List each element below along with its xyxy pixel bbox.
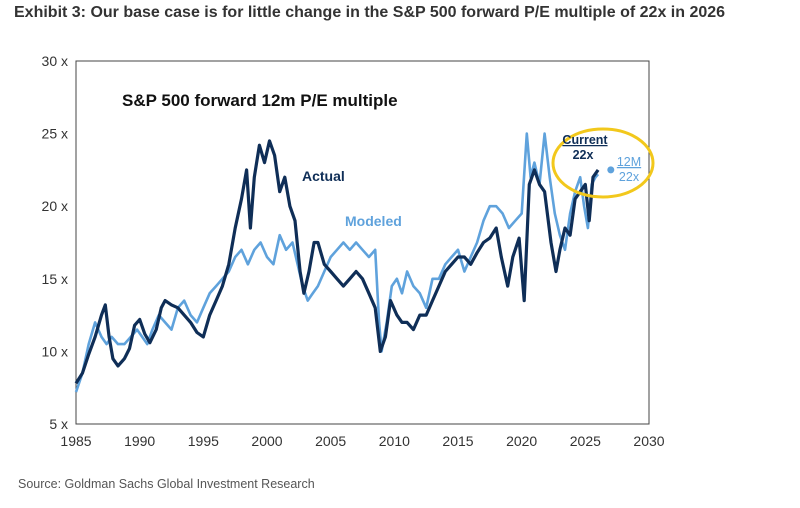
x-tick-label: 2010 (379, 433, 410, 449)
forecast-label: 12M (617, 155, 641, 169)
x-tick-label: 2020 (506, 433, 537, 449)
x-tick-label: 2030 (633, 433, 664, 449)
series-lines (74, 132, 600, 393)
y-tick-label: 5 x (49, 416, 68, 432)
forecast-point (607, 166, 615, 174)
modeled-series-line (74, 132, 600, 393)
x-tick-label: 1990 (124, 433, 155, 449)
y-tick-label: 15 x (42, 271, 68, 287)
plot-frame (75, 60, 650, 425)
current-label: Current (562, 133, 608, 147)
x-tick-label: 2000 (251, 433, 282, 449)
y-tick-label: 10 x (42, 343, 68, 359)
chart-title: S&P 500 forward 12m P/E multiple (122, 91, 398, 110)
x-tick-label: 1995 (188, 433, 219, 449)
current-highlight-ellipse (551, 127, 655, 199)
y-tick-label: 25 x (42, 126, 68, 142)
current-value: 22x (573, 148, 594, 162)
y-tick-label: 20 x (42, 198, 68, 214)
actual-series-label: Actual (302, 168, 345, 184)
exhibit-headline: Exhibit 3: Our base case is for little c… (14, 4, 726, 21)
x-tick-label: 2015 (442, 433, 473, 449)
y-axis-ticks: 5 x 10 x 15 x 20 x 25 x 30 x (42, 53, 68, 432)
actual-series-line (74, 139, 600, 385)
x-tick-label: 2005 (315, 433, 346, 449)
modeled-series-label: Modeled (345, 213, 402, 229)
source-note: Source: Goldman Sachs Global Investment … (18, 477, 315, 491)
x-tick-label: 2025 (570, 433, 601, 449)
x-tick-label: 1985 (60, 433, 91, 449)
forecast-value: 22x (619, 170, 640, 184)
y-tick-label: 30 x (42, 53, 68, 69)
x-axis-ticks: 1985 1990 1995 2000 2005 2010 2015 2020 2025 2030 (60, 433, 664, 449)
